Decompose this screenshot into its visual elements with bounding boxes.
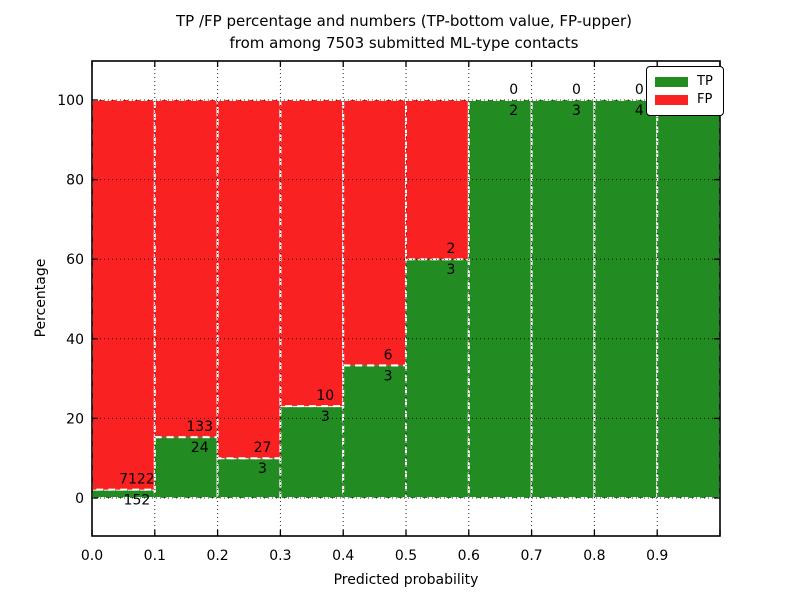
tp-count-label: 152 [124,493,151,509]
x-tick-label: 0.2 [206,548,228,564]
bar-segment-tp [153,436,219,500]
bar-segment-tp [593,99,659,499]
bar-segment-fp [342,99,408,367]
y-tick-label: 40 [66,332,84,348]
bar-segment-tp [530,99,596,499]
legend-label-tp: TP [697,74,713,89]
y-tick-label: 80 [66,173,84,189]
bar-segment-fp [405,99,470,261]
y-axis-label: Percentage [33,259,49,338]
legend-item-tp: TP [655,74,713,90]
grid-layer [92,61,720,536]
fp-count-label: 27 [254,440,272,456]
x-tick-label: 0.5 [395,548,417,564]
bar-segment-tp [656,99,722,499]
tp-count-label: 3 [321,409,330,425]
tp-count-label: 4 [635,103,644,119]
fp-swatch-icon [655,95,688,105]
y-tick-label: 60 [66,252,84,268]
tp-count-label: 2 [509,103,518,119]
tp-count-label: 3 [572,103,581,119]
fp-count-label: 10 [316,388,334,404]
x-tick-label: 0.0 [81,548,103,564]
fp-count-label: 2 [446,241,455,257]
bar-segment-fp [91,99,156,491]
fp-count-label: 0 [509,82,518,98]
x-tick-label: 0.1 [144,548,166,564]
bar-segment-tp [467,99,533,499]
bar-segment-tp [216,457,282,500]
legend-label-fp: FP [697,92,713,107]
bar-segment-fp [216,99,282,460]
x-tick-label: 0.7 [520,548,542,564]
bar-segment-fp [153,99,219,439]
bar-segment-tp [405,258,470,500]
bars-layer [91,99,722,500]
x-tick-label: 0.6 [458,548,480,564]
x-tick-label: 0.8 [583,548,605,564]
chart-title: TP /FP percentage and numbers (TP-bottom… [8,10,800,54]
x-tick-label: 0.4 [332,548,354,564]
fp-count-label: 6 [384,347,393,363]
y-tick-label: 100 [57,93,84,109]
tp-count-label: 3 [258,461,267,477]
fp-count-label: 0 [572,82,581,98]
bar-segment-tp [342,364,408,499]
legend-item-fp: FP [655,92,713,108]
y-tick-label: 20 [66,411,84,427]
bar-segment-fp [279,99,345,408]
fp-count-label: 7122 [119,472,155,488]
tp-count-label: 3 [384,368,393,384]
tp-count-label: 3 [446,262,455,278]
legend: TP FP [646,66,724,116]
x-axis-label: Predicted probability [334,572,479,588]
tp-count-label: 24 [191,440,209,456]
labels-layer: 0.0 0.1 0.2 0.3 0.4 0.5 0.6 0.7 0.8 0.90204060801… [57,82,706,564]
y-tick-label: 0 [75,491,84,507]
x-tick-label: 0.9 [646,548,668,564]
fp-count-label: 0 [635,82,644,98]
tp-swatch-icon [655,77,688,87]
x-tick-label: 0.3 [269,548,291,564]
bar-segment-tp [279,405,345,499]
chart-title-line2: from among 7503 submitted ML-type contac… [229,34,579,52]
fp-count-label: 133 [186,419,213,435]
chart-title-line1: TP /FP percentage and numbers (TP-bottom… [176,12,632,30]
